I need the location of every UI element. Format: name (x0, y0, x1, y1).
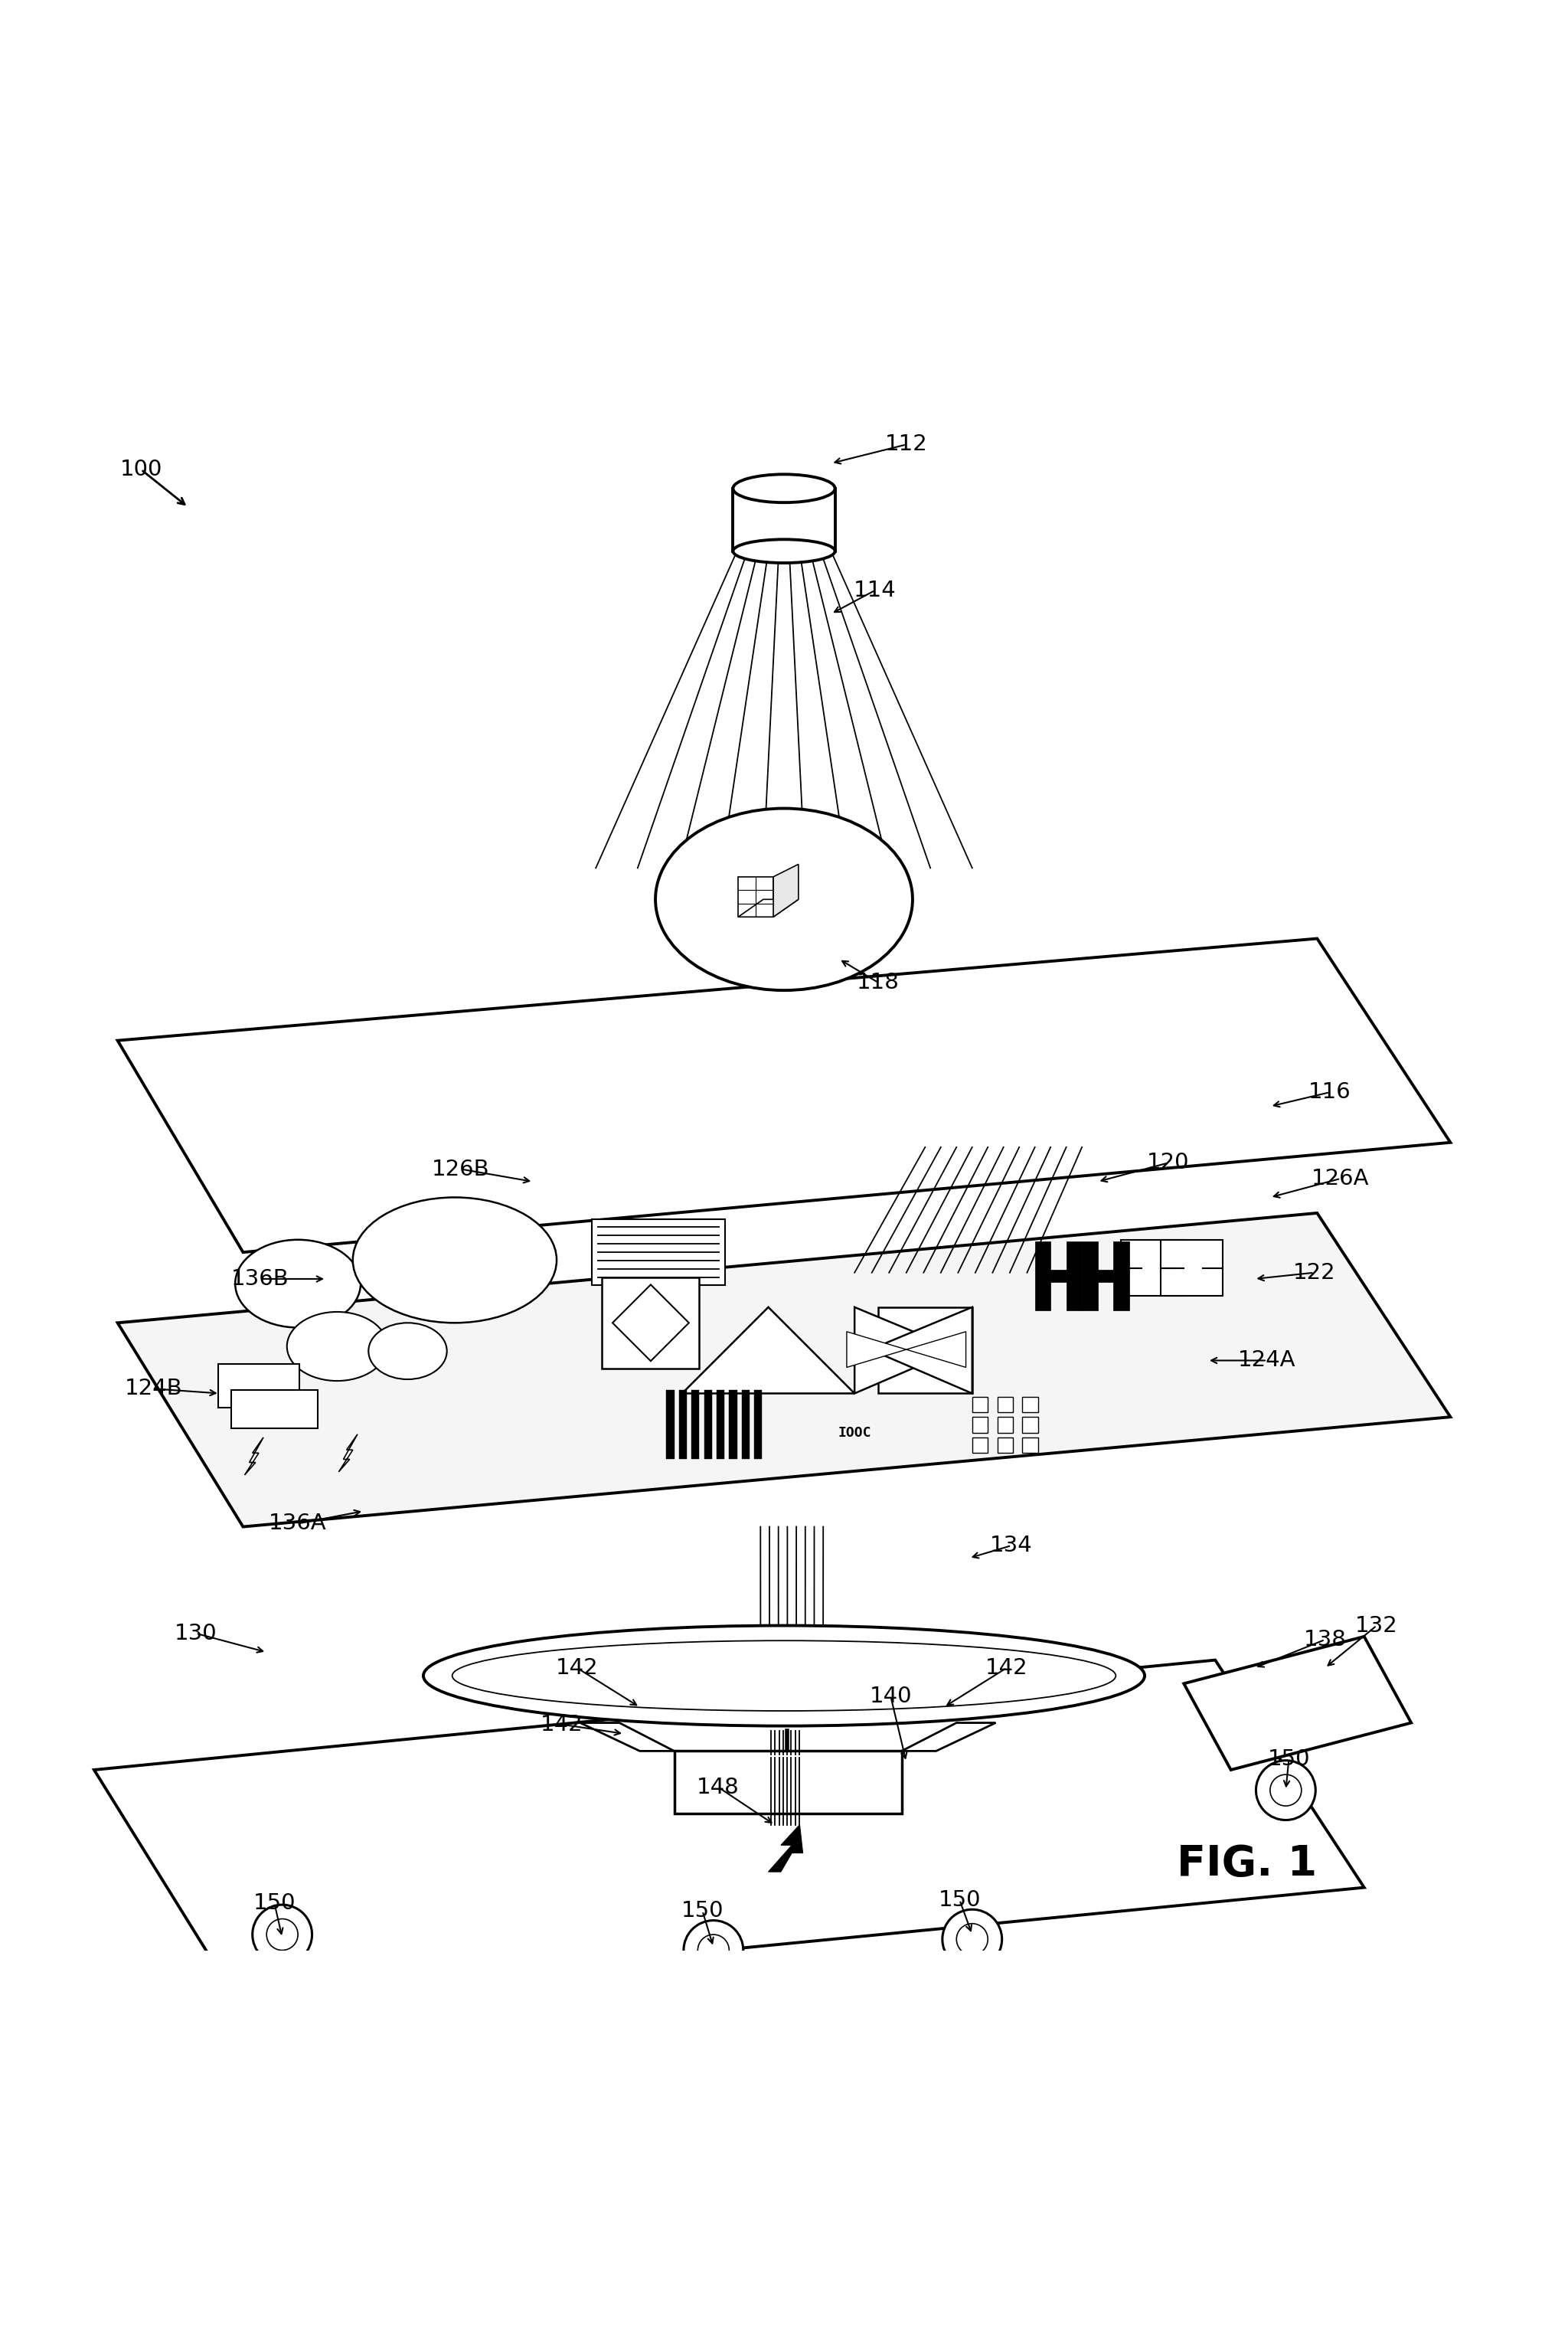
Ellipse shape (734, 473, 834, 501)
Polygon shape (1022, 1437, 1038, 1453)
Polygon shape (902, 1723, 996, 1751)
Polygon shape (94, 1660, 1364, 1996)
Text: 150: 150 (681, 1901, 724, 1922)
Ellipse shape (368, 1322, 447, 1378)
Text: 124B: 124B (125, 1378, 182, 1399)
Ellipse shape (235, 1241, 361, 1327)
Text: 118: 118 (856, 972, 900, 993)
Polygon shape (972, 1418, 988, 1432)
Text: IOOC: IOOC (837, 1425, 872, 1439)
Text: 142: 142 (539, 1714, 583, 1735)
Polygon shape (1051, 1269, 1066, 1283)
Polygon shape (602, 1278, 699, 1369)
Polygon shape (878, 1308, 972, 1395)
Polygon shape (739, 900, 798, 916)
Text: 136B: 136B (232, 1269, 289, 1290)
Text: 134: 134 (989, 1534, 1033, 1555)
Circle shape (1256, 1761, 1316, 1819)
Polygon shape (870, 1308, 972, 1395)
Text: 150: 150 (1267, 1749, 1311, 1770)
Polygon shape (691, 1390, 699, 1460)
Polygon shape (1082, 1241, 1098, 1311)
Text: 130: 130 (174, 1623, 218, 1644)
Polygon shape (1121, 1241, 1184, 1297)
Polygon shape (682, 1308, 855, 1395)
Polygon shape (679, 1390, 687, 1460)
Text: 124A: 124A (1239, 1350, 1295, 1371)
Polygon shape (666, 1390, 674, 1460)
Text: 142: 142 (985, 1658, 1029, 1679)
Polygon shape (245, 1437, 263, 1474)
Text: 126B: 126B (433, 1159, 489, 1180)
Polygon shape (855, 1308, 956, 1395)
Polygon shape (1022, 1418, 1038, 1432)
Text: 132: 132 (1355, 1614, 1399, 1637)
Polygon shape (118, 1213, 1450, 1527)
Text: 116: 116 (1308, 1082, 1352, 1103)
Text: 120: 120 (1146, 1152, 1190, 1173)
Text: 122: 122 (1292, 1262, 1336, 1283)
Ellipse shape (734, 539, 834, 562)
Polygon shape (1098, 1269, 1113, 1283)
Polygon shape (613, 1285, 688, 1362)
Polygon shape (1066, 1241, 1082, 1311)
Circle shape (267, 1919, 298, 1950)
Text: 114: 114 (853, 581, 897, 602)
Polygon shape (739, 877, 773, 916)
Polygon shape (729, 1390, 737, 1460)
Polygon shape (847, 1332, 906, 1367)
Polygon shape (339, 1434, 358, 1471)
Polygon shape (734, 487, 834, 550)
Polygon shape (742, 1390, 750, 1460)
Text: 150: 150 (252, 1894, 296, 1915)
Polygon shape (1184, 1637, 1411, 1770)
Text: 150: 150 (938, 1889, 982, 1910)
Polygon shape (972, 1437, 988, 1453)
Ellipse shape (655, 809, 913, 991)
Polygon shape (997, 1397, 1013, 1413)
Circle shape (252, 1905, 312, 1964)
Text: 148: 148 (696, 1777, 740, 1798)
Text: 140: 140 (869, 1686, 913, 1707)
Text: FIG. 1: FIG. 1 (1176, 1842, 1317, 1884)
Ellipse shape (452, 1642, 1116, 1712)
Polygon shape (593, 1220, 724, 1285)
Polygon shape (906, 1332, 966, 1367)
Polygon shape (997, 1418, 1013, 1432)
Polygon shape (580, 1723, 674, 1751)
Ellipse shape (287, 1313, 387, 1381)
Polygon shape (1113, 1241, 1129, 1311)
Polygon shape (768, 1824, 803, 1873)
Text: 136A: 136A (270, 1513, 326, 1534)
Polygon shape (717, 1390, 724, 1460)
Text: 126A: 126A (1312, 1168, 1369, 1189)
Polygon shape (1035, 1241, 1051, 1311)
Polygon shape (118, 937, 1450, 1252)
Text: 100: 100 (119, 459, 163, 480)
Polygon shape (704, 1390, 712, 1460)
Circle shape (684, 1922, 743, 1980)
Polygon shape (997, 1437, 1013, 1453)
Circle shape (1270, 1775, 1301, 1805)
Circle shape (698, 1936, 729, 1966)
Text: 138: 138 (1303, 1630, 1347, 1651)
Circle shape (956, 1924, 988, 1954)
Polygon shape (972, 1397, 988, 1413)
Polygon shape (674, 1751, 902, 1814)
Polygon shape (1160, 1241, 1223, 1297)
Text: 142: 142 (555, 1658, 599, 1679)
Ellipse shape (353, 1196, 557, 1322)
Polygon shape (218, 1364, 299, 1409)
Polygon shape (773, 865, 798, 916)
Polygon shape (754, 1390, 762, 1460)
Polygon shape (232, 1390, 317, 1427)
Ellipse shape (423, 1625, 1145, 1726)
Text: 112: 112 (884, 434, 928, 455)
Circle shape (942, 1910, 1002, 1968)
Polygon shape (1022, 1397, 1038, 1413)
